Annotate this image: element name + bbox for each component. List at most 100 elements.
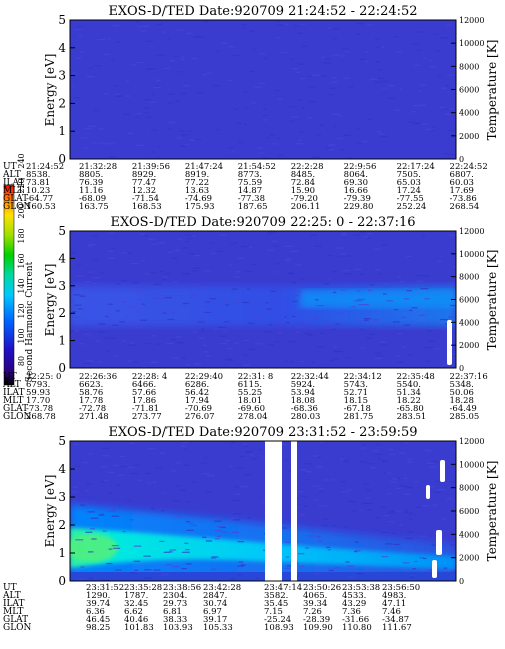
panel-3-texture (71, 441, 456, 581)
texture-speck (418, 90, 422, 92)
texture-speck (235, 271, 241, 273)
texture-speck (284, 360, 288, 362)
ephemeris-cell: 18.15 (344, 396, 368, 406)
ephemeris-cell: 6.62 (124, 607, 143, 617)
texture-speck (171, 311, 175, 313)
texture-speck (419, 104, 426, 106)
ephemeris-cell: 110.80 (342, 623, 372, 633)
texture-speck (419, 314, 426, 316)
texture-speck (366, 337, 373, 339)
texture-speck (286, 322, 290, 324)
texture-speck (229, 308, 236, 310)
texture-speck (169, 60, 175, 62)
texture-speck (148, 68, 157, 70)
texture-speck (442, 364, 450, 366)
texture-speck (441, 518, 447, 520)
texture-speck (358, 304, 365, 306)
texture-speck (343, 51, 350, 53)
texture-speck (396, 51, 403, 53)
texture-speck (97, 331, 106, 333)
ephemeris-cell: 17.86 (132, 396, 156, 406)
texture-speck (127, 252, 133, 254)
texture-speck (294, 264, 302, 266)
texture-speck (376, 69, 382, 71)
texture-speck (202, 473, 210, 475)
texture-speck (356, 22, 365, 25)
texture-speck (184, 144, 189, 146)
texture-speck (363, 319, 369, 321)
ephemeris-cell: -67.18 (344, 404, 371, 414)
texture-speck (168, 251, 174, 253)
ephemeris-cell: 50.06 (450, 388, 474, 398)
texture-speck (133, 560, 141, 562)
texture-speck (112, 324, 119, 326)
texture-speck (389, 510, 396, 512)
ephemeris-cell: 17.24 (397, 186, 421, 196)
texture-speck (262, 119, 268, 121)
texture-speck (116, 41, 122, 43)
texture-speck (423, 275, 431, 277)
texture-speck (163, 276, 168, 278)
texture-speck (214, 530, 222, 532)
texture-speck (244, 339, 250, 342)
texture-speck (319, 491, 324, 493)
texture-speck (301, 495, 307, 497)
ephemeris-row-label: ALT (2, 380, 21, 390)
texture-speck (87, 125, 96, 127)
panel-3-plot-area (70, 441, 456, 581)
texture-speck (122, 531, 126, 533)
texture-speck (130, 342, 135, 344)
texture-speck (425, 360, 431, 362)
texture-speck (289, 120, 296, 122)
texture-speck (141, 303, 145, 305)
panel-2-plot-area (70, 231, 456, 368)
ephemeris-cell: 12.32 (132, 186, 156, 196)
texture-speck (75, 465, 80, 467)
ephemeris-cell: 22:37:16 (450, 372, 488, 382)
ephemeris-row-label: ILAT (3, 178, 25, 188)
texture-speck (215, 538, 220, 540)
ephemeris-cell: 59.93 (26, 388, 50, 398)
texture-speck (86, 360, 94, 362)
texture-speck (338, 255, 347, 257)
texture-speck (328, 144, 335, 146)
texture-speck (307, 334, 314, 336)
texture-speck (396, 355, 401, 357)
ephemeris-cell: 103.93 (163, 623, 193, 633)
texture-speck (228, 518, 235, 520)
texture-speck (203, 351, 209, 353)
texture-speck (149, 293, 156, 295)
texture-speck (131, 361, 139, 363)
ephemeris-row-label: UT (3, 372, 17, 382)
texture-speck (387, 512, 395, 514)
texture-speck (258, 82, 265, 84)
texture-speck (375, 61, 381, 63)
texture-speck (107, 492, 113, 494)
texture-speck (162, 31, 166, 33)
texture-speck (190, 524, 197, 526)
texture-speck (298, 514, 306, 516)
texture-speck (150, 272, 156, 274)
texture-speck (381, 244, 388, 246)
texture-speck (110, 59, 115, 61)
texture-speck (432, 33, 439, 35)
texture-speck (439, 107, 447, 109)
texture-speck (294, 25, 298, 27)
texture-speck (144, 472, 151, 475)
texture-speck (333, 567, 340, 569)
ephemeris-cell: 4533. (342, 591, 366, 601)
texture-speck (151, 243, 158, 245)
texture-speck (155, 286, 161, 288)
texture-speck (210, 231, 216, 233)
texture-speck (255, 577, 259, 579)
texture-speck (284, 259, 290, 262)
ephemeris-cell: 17.70 (26, 396, 50, 406)
ephemeris-cell: 281.75 (344, 412, 374, 422)
texture-speck (263, 114, 267, 117)
texture-speck (450, 304, 456, 307)
texture-speck (99, 142, 107, 144)
texture-speck (407, 461, 414, 463)
y2-tick-label: 12000 (459, 16, 484, 25)
texture-speck (88, 271, 94, 273)
texture-speck (377, 458, 382, 460)
